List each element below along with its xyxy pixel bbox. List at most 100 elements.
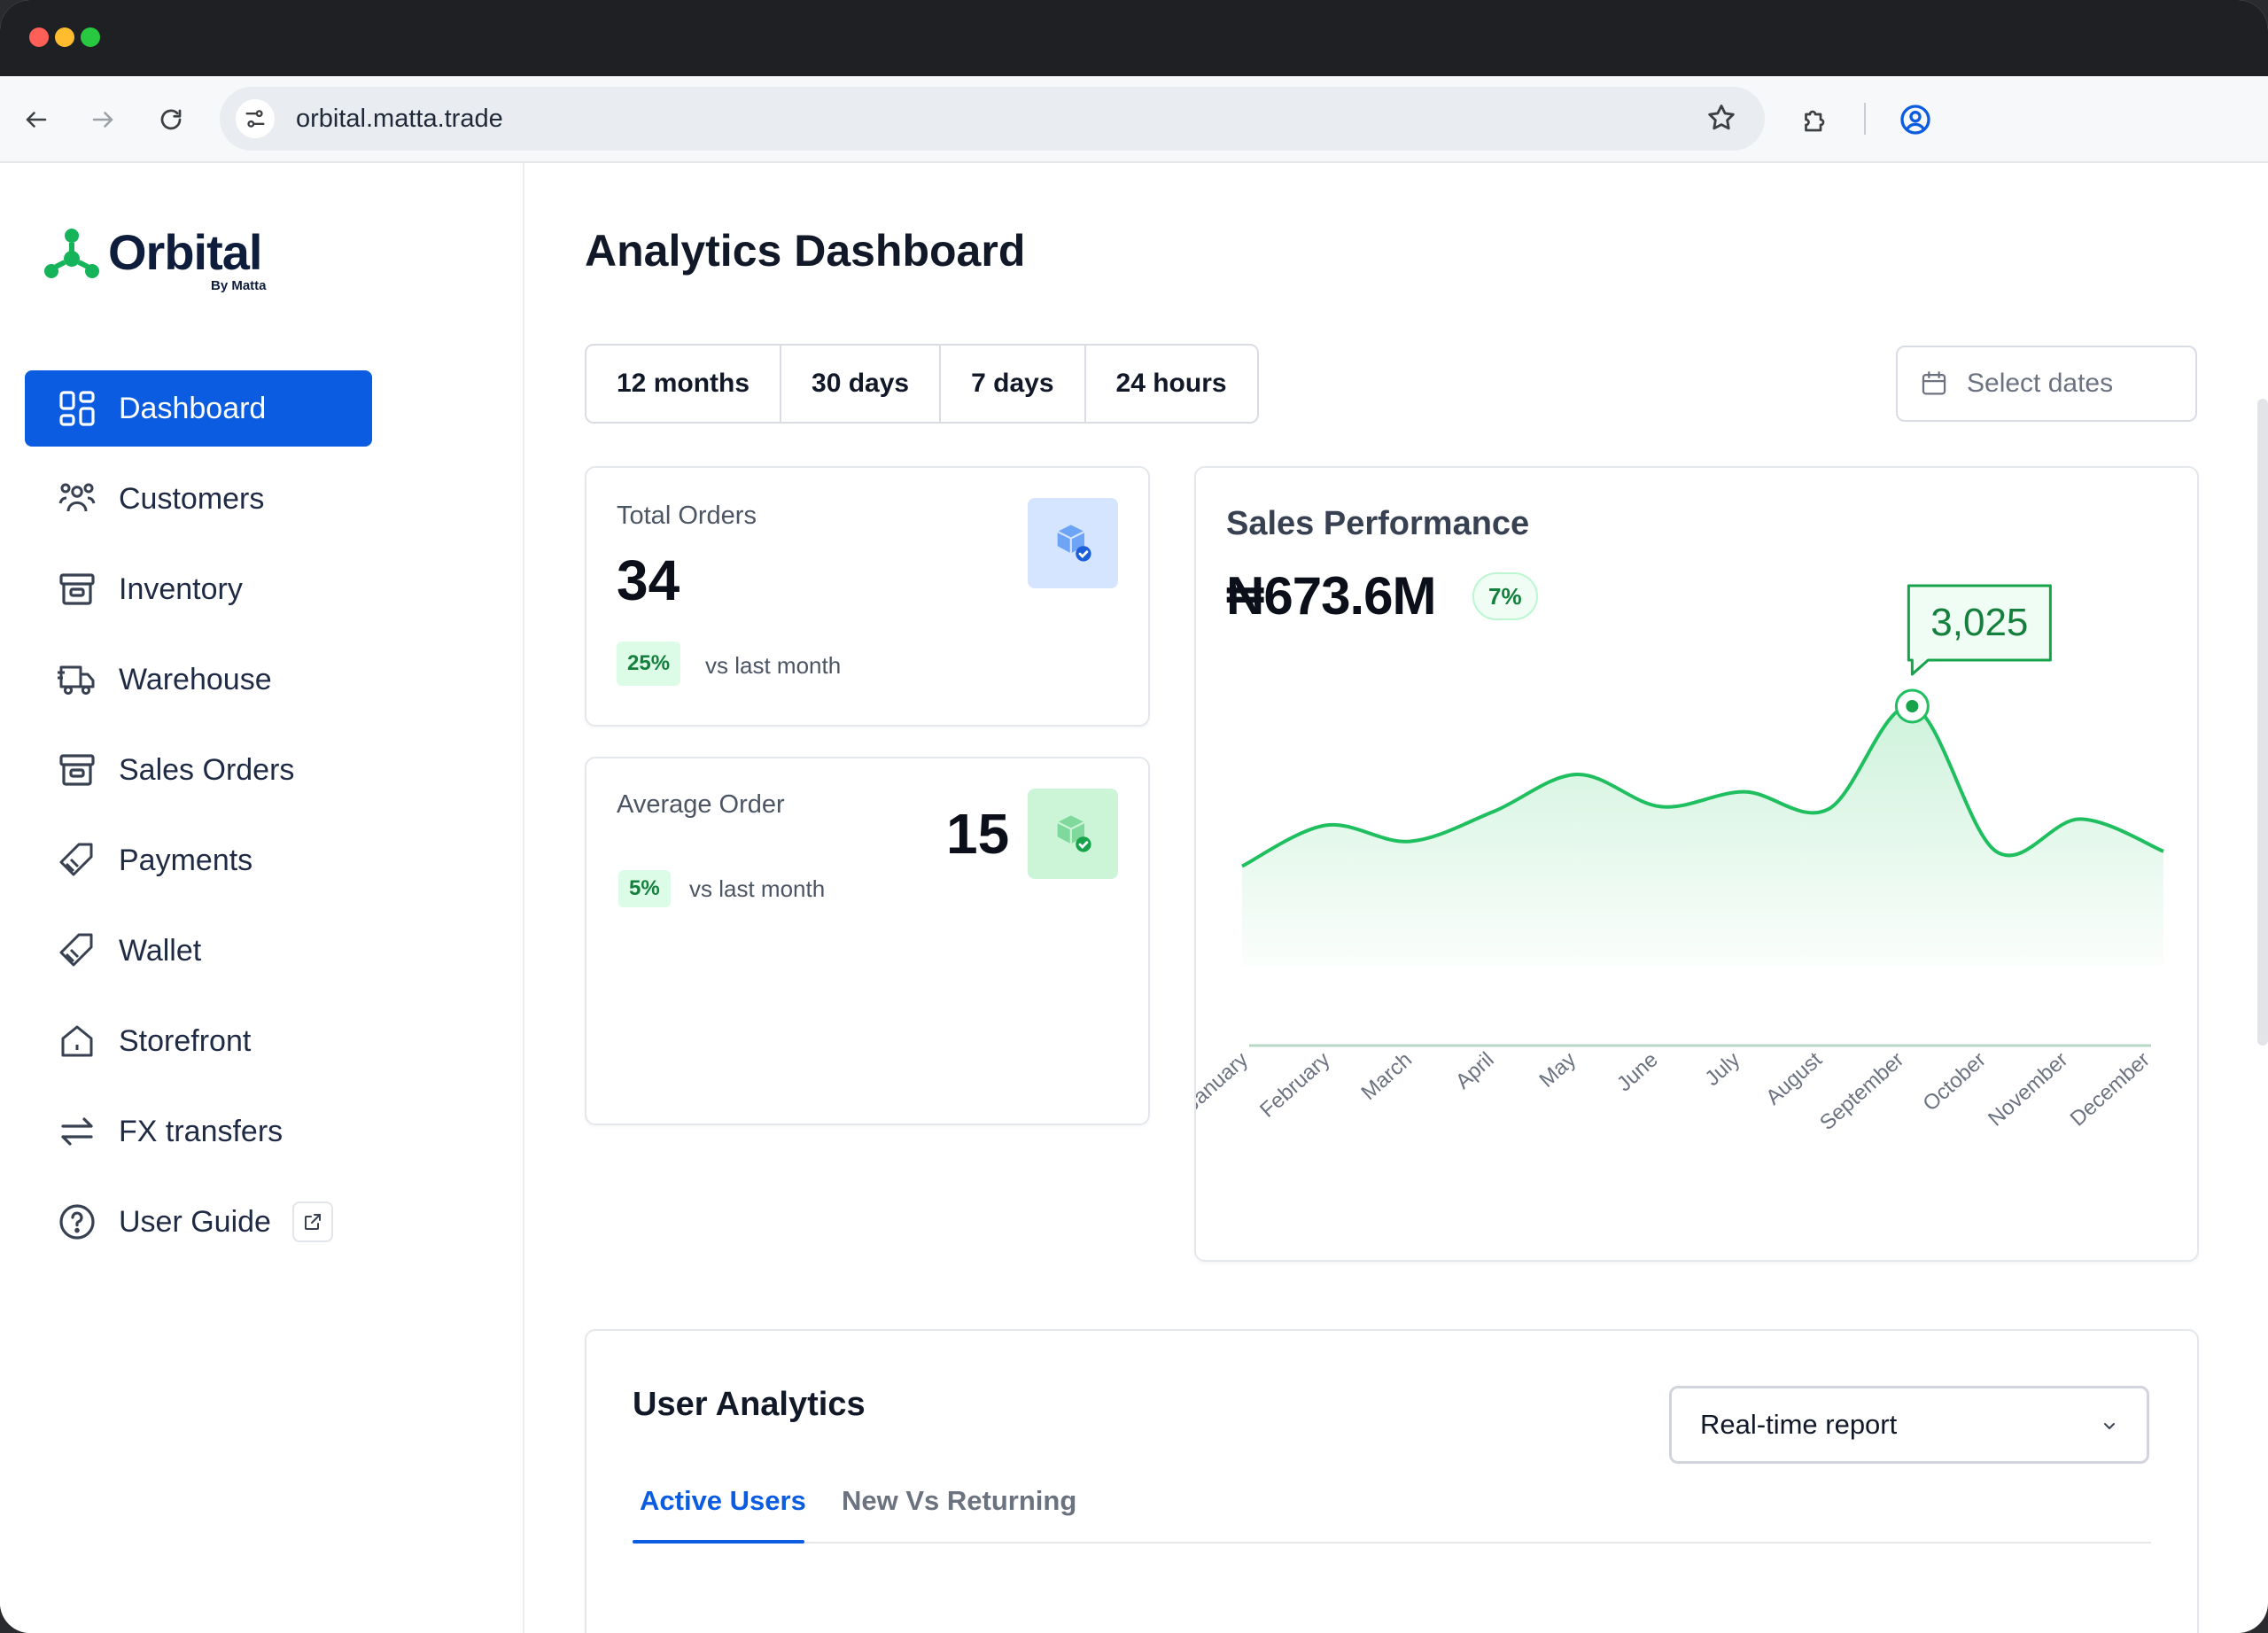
sidebar-item-label: User Guide: [119, 1204, 271, 1239]
box-check-icon: [1028, 498, 1118, 588]
logo-tagline: By Matta: [211, 278, 267, 293]
sales-area: [1242, 705, 2163, 966]
tooltip-box: [1907, 584, 2052, 676]
x-tick-label-august: August: [1761, 1047, 1827, 1109]
x-tick-label-november: November: [1984, 1047, 2072, 1131]
maximize-window-button[interactable]: [81, 27, 100, 47]
x-tick-label-september: September: [1815, 1047, 1908, 1135]
truck-icon: [55, 657, 99, 702]
sidebar-item-inventory[interactable]: Inventory: [25, 551, 372, 627]
x-tick-label-may: May: [1534, 1047, 1581, 1092]
average-order-label: Average Order: [617, 790, 785, 819]
sidebar-item-label: Storefront: [119, 1023, 252, 1058]
sidebar-item-label: Payments: [119, 843, 253, 877]
extensions-button[interactable]: [1793, 97, 1837, 142]
sales-performance-title: Sales Performance: [1226, 505, 1530, 542]
main-content: Analytics Dashboard 12 months 30 days 7 …: [524, 163, 2268, 1633]
sales-total-value: ₦673.6M: [1226, 566, 1436, 626]
forward-button[interactable]: [81, 97, 125, 142]
date-picker-button[interactable]: Select dates: [1896, 346, 2197, 422]
calendar-icon: [1922, 371, 1946, 395]
x-tick-label-february: February: [1255, 1047, 1334, 1122]
average-order-change-badge: 5%: [618, 870, 671, 907]
home-icon: [55, 1019, 99, 1063]
sidebar-item-customers[interactable]: Customers: [25, 461, 372, 537]
grid-icon: [55, 386, 99, 431]
x-tick-label-october: October: [1918, 1047, 1991, 1116]
sidebar-item-wallet[interactable]: Wallet: [25, 913, 372, 989]
average-order-card: Average Order 15 5% vs last month: [585, 757, 1150, 1125]
sidebar-item-label: Warehouse: [119, 662, 272, 696]
arrow-left-icon: [26, 112, 47, 128]
back-button[interactable]: [14, 97, 58, 142]
x-tick-label-december: December: [2066, 1047, 2155, 1131]
user-analytics-card: User Analytics Real-time report Active U…: [585, 1329, 2199, 1633]
orbital-logo[interactable]: Orbital By Matta: [41, 222, 298, 293]
chevron-down-icon: [2104, 1423, 2115, 1429]
date-picker-placeholder: Select dates: [1967, 369, 2114, 398]
sidebar-item-warehouse[interactable]: Warehouse: [25, 642, 372, 718]
time-range-group: 12 months 30 days 7 days 24 hours: [585, 344, 1259, 424]
tab-new-vs-returning[interactable]: New Vs Returning: [842, 1485, 1077, 1516]
active-tab-indicator: [633, 1540, 804, 1544]
orbital-mark-icon: [44, 229, 99, 278]
browser-toolbar: orbital.matta.trade: [0, 76, 2268, 163]
range-12-months-button[interactable]: 12 months: [586, 346, 782, 422]
sidebar-item-label: Wallet: [119, 933, 202, 968]
address-bar[interactable]: orbital.matta.trade: [220, 87, 1765, 151]
range-7-days-button[interactable]: 7 days: [941, 346, 1086, 422]
minimize-window-button[interactable]: [55, 27, 74, 47]
reload-button[interactable]: [149, 97, 193, 142]
page-title: Analytics Dashboard: [585, 226, 1026, 276]
sidebar-item-fx-transfers[interactable]: FX transfers: [25, 1093, 372, 1170]
external-link-icon: [291, 1201, 333, 1242]
total-orders-note: vs last month: [705, 652, 842, 679]
sidebar-item-storefront[interactable]: Storefront: [25, 1003, 372, 1079]
sidebar-item-label: Dashboard: [119, 391, 267, 425]
sidebar-item-label: Sales Orders: [119, 752, 295, 787]
sidebar-item-label: Customers: [119, 481, 265, 516]
toolbar-divider: [1864, 103, 1866, 135]
bookmark-button[interactable]: [1705, 101, 1738, 139]
star-icon: [1708, 105, 1735, 130]
tooltip-value: 3,025: [1930, 601, 2028, 644]
user-analytics-tabs: Active Users New Vs Returning: [633, 1473, 2151, 1544]
average-order-note: vs last month: [689, 875, 826, 902]
sidebar-item-dashboard[interactable]: Dashboard: [25, 370, 372, 447]
sales-line: [1241, 704, 2164, 868]
sidebar-nav: Dashboard Customers Inventory Warehouse: [25, 370, 372, 1274]
x-tick-label-july: July: [1700, 1047, 1744, 1091]
range-30-days-button[interactable]: 30 days: [781, 346, 942, 422]
archive-icon: [55, 567, 99, 611]
report-type-value: Real-time report: [1700, 1409, 1898, 1440]
sidebar-item-sales-orders[interactable]: Sales Orders: [25, 732, 372, 808]
report-type-select[interactable]: Real-time report: [1669, 1386, 2149, 1464]
sales-change-badge: 7%: [1472, 572, 1538, 620]
reload-icon: [160, 109, 182, 130]
users-icon: [55, 477, 99, 521]
range-24-hours-button[interactable]: 24 hours: [1115, 369, 1227, 398]
profile-icon: [1900, 105, 1930, 135]
close-window-button[interactable]: [29, 27, 49, 47]
tune-icon: [245, 110, 265, 128]
sales-chart: January February March April May June July Augu…: [1196, 584, 2165, 1135]
logo-wordmark: Orbital: [108, 224, 262, 280]
x-tick-label-june: June: [1612, 1047, 1663, 1096]
sidebar: Orbital By Matta Dashboard Customers: [0, 163, 524, 1633]
total-orders-value: 34: [617, 548, 680, 612]
profile-button[interactable]: [1893, 97, 1938, 142]
tag-icon: [55, 838, 99, 883]
title-bar: [0, 0, 2268, 76]
user-analytics-title: User Analytics: [633, 1386, 866, 1423]
highlight-point: [1906, 700, 1919, 712]
total-orders-card: Total Orders 34 25% vs last month: [585, 466, 1150, 727]
archive-icon: [55, 748, 99, 792]
sidebar-item-payments[interactable]: Payments: [25, 822, 372, 898]
site-info-button[interactable]: [236, 99, 275, 138]
tab-active-users[interactable]: Active Users: [640, 1485, 806, 1516]
box-check-icon: [1028, 789, 1118, 879]
page-scrollbar[interactable]: [2257, 399, 2268, 1046]
url-text: orbital.matta.trade: [296, 105, 503, 133]
sidebar-item-user-guide[interactable]: User Guide: [25, 1184, 372, 1260]
